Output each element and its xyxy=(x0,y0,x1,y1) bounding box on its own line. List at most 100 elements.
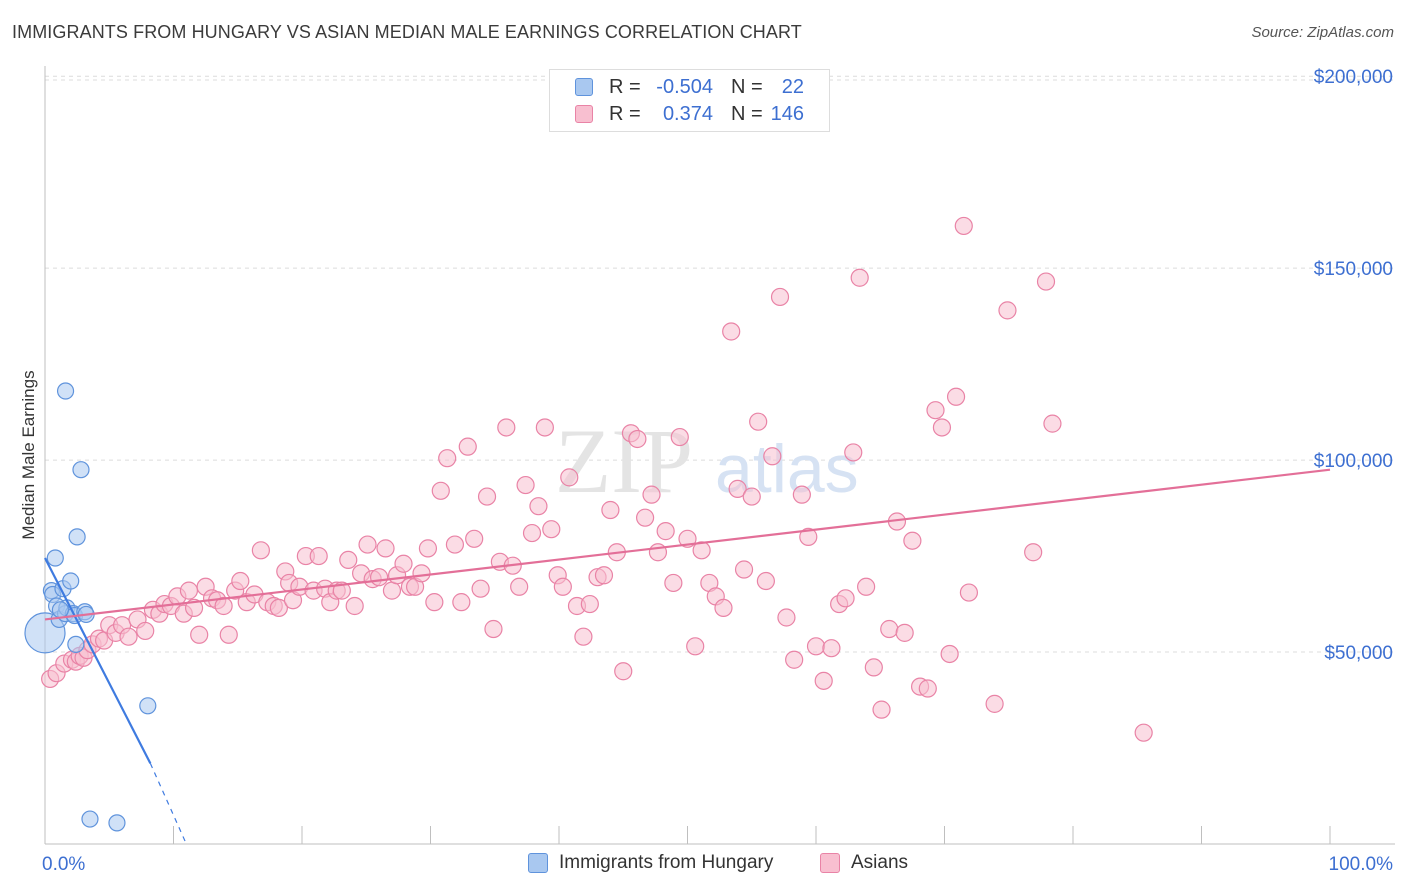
trend-line-asians xyxy=(44,468,1331,621)
point-asians xyxy=(940,644,959,664)
point-asians xyxy=(792,485,811,504)
legend-r-label: R = xyxy=(609,103,641,125)
point-asians xyxy=(742,487,761,506)
point-asians xyxy=(522,523,542,543)
point-asians xyxy=(734,560,754,579)
point-asians xyxy=(535,418,554,437)
legend-n-value-hungary: 22 xyxy=(781,76,804,98)
point-asians xyxy=(214,596,233,616)
series-swatch-asians xyxy=(820,853,840,873)
series-legend: Immigrants from Hungary Asians xyxy=(0,851,1406,877)
point-asians xyxy=(458,437,477,456)
point-asians xyxy=(932,418,952,437)
point-hungary xyxy=(46,549,64,567)
point-asians xyxy=(136,621,155,641)
legend-r-value-hungary: -0.504 xyxy=(656,76,713,98)
point-asians xyxy=(574,627,593,646)
point-asians xyxy=(1024,543,1043,562)
point-asians xyxy=(560,468,579,487)
point-asians xyxy=(553,577,572,596)
point-asians xyxy=(998,301,1017,320)
point-asians xyxy=(822,639,841,658)
point-asians xyxy=(635,508,655,527)
point-asians xyxy=(728,479,747,498)
point-asians xyxy=(872,700,891,719)
point-asians xyxy=(601,500,620,520)
trend-line-hungary-extrapolated xyxy=(149,763,187,845)
axes xyxy=(44,66,1395,845)
point-asians xyxy=(477,487,497,506)
point-asians xyxy=(382,581,402,600)
point-asians xyxy=(903,531,922,550)
point-asians xyxy=(880,619,899,639)
point-asians xyxy=(664,573,683,593)
point-asians xyxy=(484,619,503,639)
point-hungary xyxy=(139,697,157,715)
point-asians xyxy=(857,577,876,596)
point-asians xyxy=(763,447,782,466)
point-asians xyxy=(580,594,599,614)
point-asians xyxy=(510,577,529,596)
point-asians xyxy=(770,287,790,307)
point-asians xyxy=(614,662,633,681)
point-asians xyxy=(412,564,431,583)
source-credit: Source: ZipAtlas.com xyxy=(1251,24,1394,41)
point-asians xyxy=(471,579,490,598)
point-asians xyxy=(799,527,818,546)
legend-n-label: N = xyxy=(731,76,763,98)
point-hungary xyxy=(67,635,85,653)
point-asians xyxy=(926,401,945,420)
point-asians xyxy=(345,596,364,616)
point-asians xyxy=(309,546,328,566)
legend-row-asians: R = 0.374 N = 146 xyxy=(550,101,829,127)
trend-line-hungary xyxy=(44,557,152,764)
point-asians xyxy=(850,268,869,287)
point-asians xyxy=(656,522,675,541)
point-asians xyxy=(269,598,288,618)
point-asians xyxy=(219,625,238,644)
point-asians xyxy=(542,520,561,539)
point-asians xyxy=(529,497,548,516)
point-asians xyxy=(985,694,1004,713)
point-asians xyxy=(686,637,705,656)
x-tick-label: 0.0% xyxy=(42,854,85,875)
point-asians xyxy=(749,412,768,431)
point-asians xyxy=(1134,723,1153,742)
gridlines xyxy=(45,75,1395,653)
x-tick-label: 100.0% xyxy=(1329,854,1394,875)
point-asians xyxy=(954,216,973,236)
point-hungary xyxy=(81,810,99,828)
point-asians xyxy=(946,387,966,406)
correlation-legend: R = -0.504 N = 22 R = 0.374 N = 146 xyxy=(549,69,830,132)
point-asians xyxy=(358,535,377,554)
point-hungary xyxy=(62,572,80,590)
point-asians xyxy=(844,443,863,462)
series-label-hungary: Immigrants from Hungary xyxy=(559,852,774,873)
point-asians xyxy=(190,625,209,644)
series-label-asians: Asians xyxy=(851,852,909,873)
point-asians xyxy=(785,650,804,669)
point-asians xyxy=(418,539,438,558)
point-asians xyxy=(376,539,395,558)
point-asians xyxy=(756,571,775,591)
point-asians xyxy=(864,658,883,677)
legend-row-hungary: R = -0.504 N = 22 xyxy=(550,74,829,100)
point-asians xyxy=(642,485,661,504)
axis-labels: $50,000 $100,000 $150,000 $200,000 0.0% 100.0… xyxy=(19,67,1393,875)
point-asians xyxy=(465,529,484,548)
y-tick-label: $200,000 xyxy=(1314,67,1393,88)
legend-n-label: N = xyxy=(731,103,763,125)
point-asians xyxy=(628,429,647,449)
point-asians xyxy=(959,583,979,602)
point-asians xyxy=(777,608,796,627)
point-hungary xyxy=(108,814,126,832)
point-asians xyxy=(445,535,465,554)
point-asians xyxy=(425,593,444,612)
point-asians xyxy=(1043,414,1062,433)
point-asians xyxy=(339,550,358,570)
trend-lines xyxy=(44,468,1331,845)
legend-n-value-asians: 146 xyxy=(770,103,804,125)
watermark-zip: ZIP xyxy=(555,410,693,512)
legend-r-label: R = xyxy=(609,76,641,98)
point-asians xyxy=(394,554,413,573)
